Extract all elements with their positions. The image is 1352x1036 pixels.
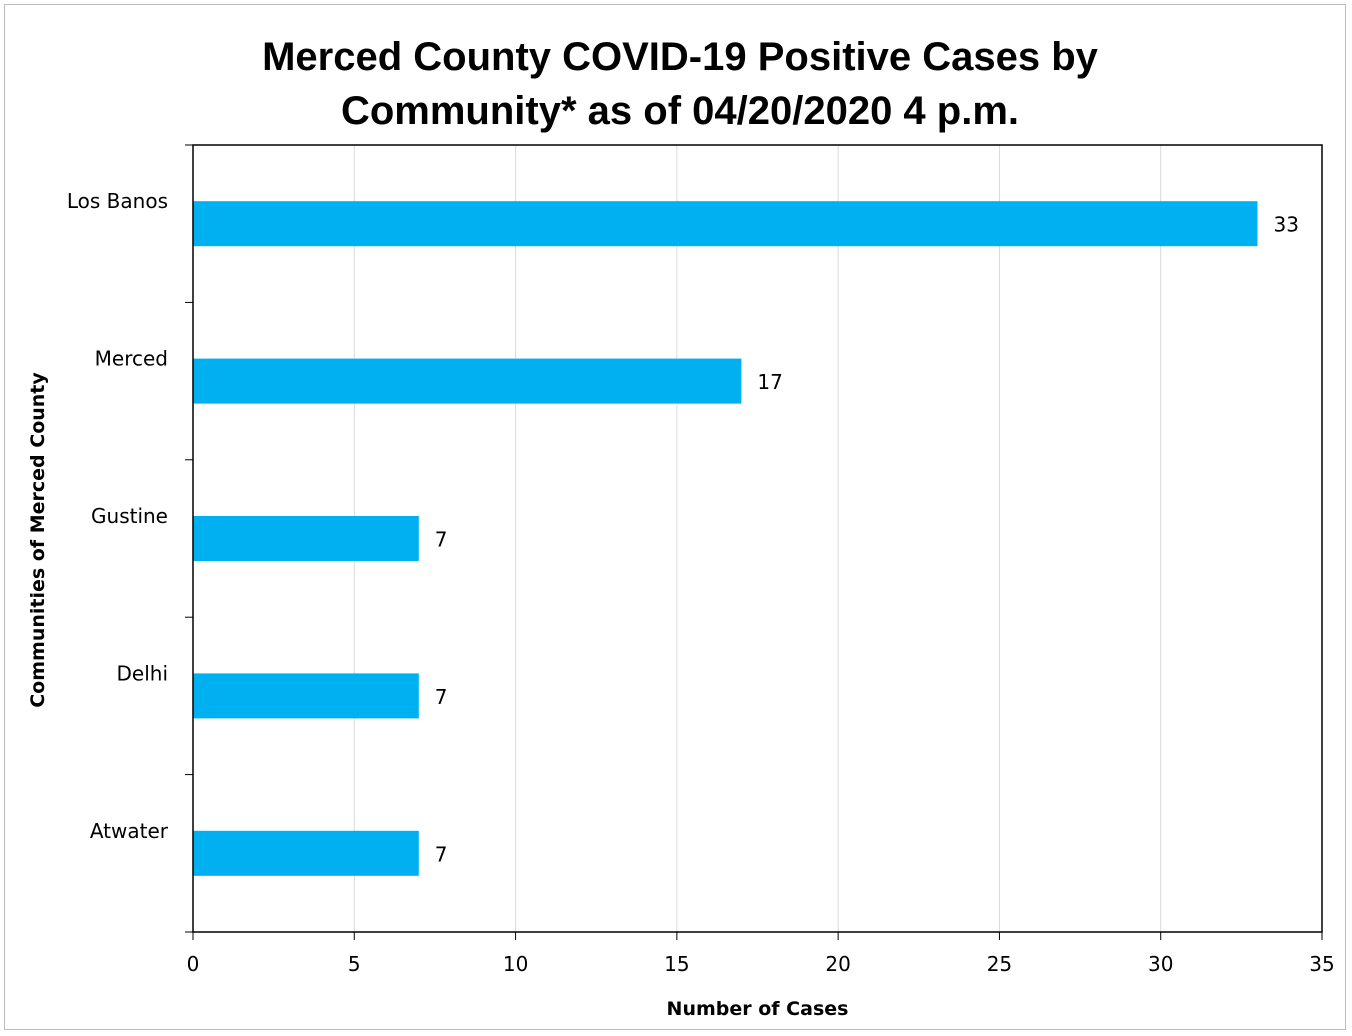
x-tick-label: 30: [1148, 952, 1173, 976]
x-tick-label: 10: [503, 952, 528, 976]
chart-title-line-2: Community* as of 04/20/2020 4 p.m.: [340, 89, 1020, 133]
x-tick-label: 20: [825, 952, 850, 976]
bar: [193, 516, 419, 561]
chart-title: Merced County COVID-19 Positive Cases by…: [60, 30, 1300, 138]
category-label: Gustine: [91, 504, 168, 528]
bars: [193, 201, 1258, 876]
bar: [193, 673, 419, 719]
data-label: 33: [1273, 213, 1298, 237]
plot-border: [192, 144, 1323, 933]
data-label: 17: [757, 370, 782, 394]
x-tick-label: 15: [664, 952, 689, 976]
bar: [193, 201, 1258, 247]
x-tick-label: 25: [987, 952, 1012, 976]
x-tick-label: 0: [187, 952, 200, 976]
chart-title-line-1: Merced County COVID-19 Positive Cases by: [262, 35, 1098, 79]
axes: [185, 144, 1323, 940]
category-label: Delhi: [117, 661, 169, 685]
x-tick-label: 5: [348, 952, 361, 976]
category-labels: Los Banos Merced Gustine Delhi Atwater: [67, 189, 169, 843]
x-tick-label: 35: [1309, 952, 1334, 976]
bar: [193, 830, 419, 876]
bar: [193, 358, 742, 404]
data-label: 7: [435, 528, 448, 552]
category-label: Atwater: [90, 819, 169, 843]
chart-frame: [4, 4, 1346, 1030]
data-labels: 33 17 7 7 7: [435, 213, 1299, 867]
x-tick-labels: 0 5 10 15 20 25 30 35: [187, 952, 1335, 976]
data-label: 7: [435, 685, 448, 709]
x-axis-title: Number of Cases: [667, 998, 849, 1020]
category-label: Los Banos: [67, 189, 168, 213]
category-label: Merced: [95, 347, 168, 371]
gridlines: [353, 145, 1162, 932]
data-label: 7: [435, 842, 448, 866]
y-axis-title: Communities of Merced County: [27, 372, 49, 708]
